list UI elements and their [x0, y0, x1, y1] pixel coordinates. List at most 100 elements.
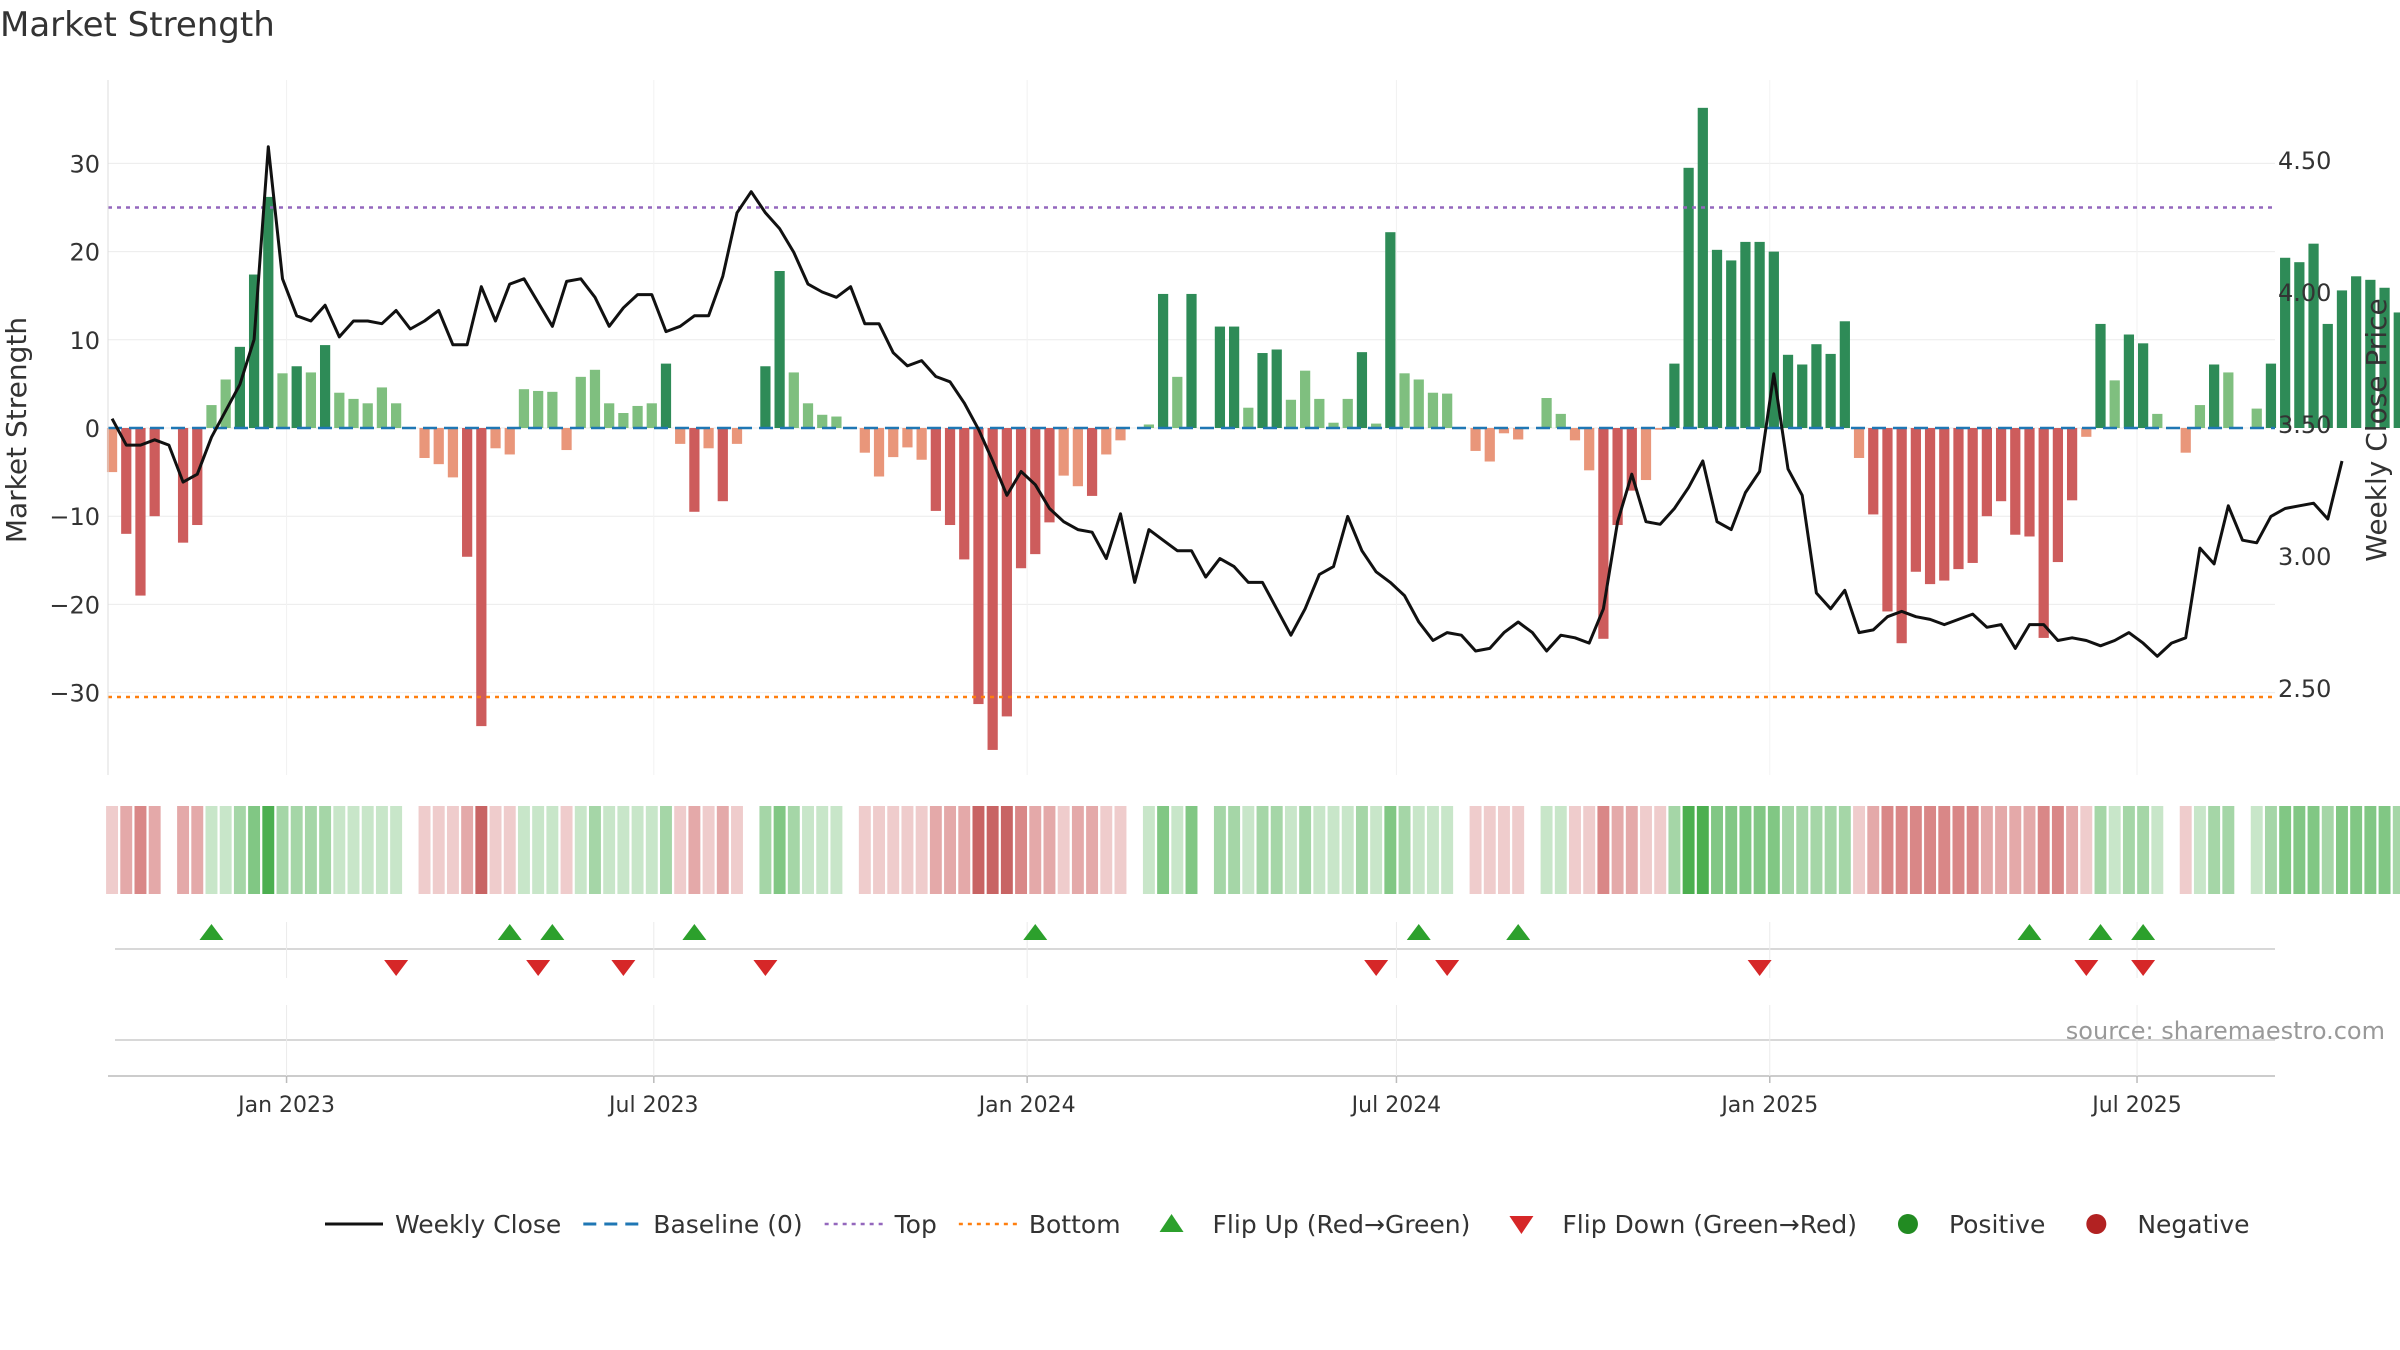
strength-bar: [2138, 343, 2149, 428]
strength-bar: [135, 428, 146, 596]
regime-cell: [702, 806, 715, 894]
regime-cell: [276, 806, 289, 894]
regime-cell: [2080, 806, 2093, 894]
strength-bar: [703, 428, 714, 449]
strength-bar: [1513, 428, 1524, 440]
legend-label: Baseline (0): [653, 1210, 802, 1239]
strength-bar: [1484, 428, 1495, 462]
strength-bar: [1740, 241, 1751, 428]
strength-bar: [476, 428, 487, 727]
strength-bar: [192, 428, 203, 526]
y2-tick-label: 3.50: [2278, 411, 2331, 439]
legend-label: Top: [894, 1210, 937, 1239]
regime-cell: [1213, 806, 1226, 894]
y-tick-label: −20: [49, 591, 100, 619]
regime-cell: [929, 806, 942, 894]
strength-bar: [831, 416, 842, 428]
strength-bar: [1626, 428, 1637, 491]
strength-bar: [1711, 249, 1723, 428]
regime-cell: [2364, 806, 2377, 894]
strength-bar: [1882, 428, 1893, 612]
strength-bar: [930, 428, 941, 511]
regime-cell: [1370, 806, 1383, 894]
legend-label: Positive: [1949, 1210, 2045, 1239]
regime-cell: [1838, 806, 1851, 894]
regime-cell: [2066, 806, 2079, 894]
x-tick-label: Jan 2024: [977, 1093, 1076, 1118]
strength-bar: [362, 403, 373, 428]
strength-bar: [348, 398, 359, 428]
strength-bar: [959, 428, 970, 560]
strength-bar: [1385, 232, 1396, 428]
strength-bar: [1868, 428, 1879, 515]
regime-cell: [1540, 806, 1553, 894]
strength-bar: [1015, 428, 1027, 569]
regime-cell: [2264, 806, 2277, 894]
regime-cell: [972, 806, 985, 894]
regime-cell: [1597, 806, 1610, 894]
strength-bar: [1939, 428, 1950, 581]
regime-cell: [2137, 806, 2150, 894]
strength-bar: [2251, 408, 2262, 428]
strength-bar: [1910, 428, 1921, 572]
regime-cell: [1725, 806, 1738, 894]
strength-bar: [547, 391, 558, 428]
strength-bar: [504, 428, 515, 455]
strength-bar: [1995, 428, 2007, 502]
x-tick-label: Jul 2024: [1350, 1093, 1442, 1118]
strength-bar: [1697, 107, 1708, 429]
strength-bar: [1584, 428, 1595, 471]
regime-cell: [915, 806, 928, 894]
strength-bar: [646, 403, 657, 428]
regime-cell: [660, 806, 672, 894]
y-axis-label: Market Strength: [0, 317, 33, 543]
regime-cell: [1327, 806, 1340, 894]
strength-bar: [2322, 323, 2333, 428]
strength-bar: [1797, 364, 1808, 428]
regime-cell: [1881, 806, 1894, 894]
regime-cell: [787, 806, 800, 894]
strength-bar: [788, 372, 799, 428]
regime-cell: [1554, 806, 1567, 894]
strength-bar: [376, 387, 388, 428]
strength-bar: [1896, 428, 1907, 644]
strength-bar: [1612, 428, 1623, 526]
strength-bar: [518, 389, 530, 428]
strength-bar: [1186, 293, 1197, 428]
strength-bar: [944, 428, 956, 526]
strength-bar: [802, 403, 814, 428]
legend-label: Bottom: [1029, 1210, 1121, 1239]
strength-bar: [2095, 323, 2106, 428]
strength-bar: [206, 405, 217, 428]
legend-item: Baseline (0): [583, 1210, 803, 1239]
strength-bar: [1683, 167, 1694, 428]
regime-cell: [2378, 806, 2391, 894]
legend-label: Negative: [2137, 1210, 2249, 1239]
strength-bar: [2052, 428, 2064, 563]
regime-cell: [1682, 806, 1695, 894]
regime-cell: [1384, 806, 1397, 894]
strength-bar: [873, 428, 885, 477]
strength-bar: [888, 428, 899, 458]
regime-cell: [2009, 806, 2022, 894]
flip-down-marker: [384, 960, 409, 976]
source-credit: source: sharemaestro.com: [2066, 1017, 2385, 1045]
strength-bar: [2280, 257, 2291, 428]
regime-cell: [2108, 806, 2121, 894]
strength-bar: [1498, 428, 1510, 434]
strength-bar: [859, 428, 870, 453]
regime-cell: [489, 806, 502, 894]
date-axis: Jan 2023 Jul 2023 Jan 2024 Jul 2024 Jan 2025…: [108, 1005, 2275, 1118]
flip-down-marker: [2131, 960, 2156, 976]
flip-up-marker: [2131, 924, 2156, 940]
legend-label: Weekly Close: [395, 1210, 561, 1239]
regime-cell: [2392, 806, 2400, 894]
strength-bar: [2081, 428, 2092, 437]
strength-bar: [1172, 376, 1183, 428]
strength-bar: [1839, 321, 1850, 428]
flip-up-marker: [497, 924, 522, 940]
regime-strip: [106, 806, 2400, 894]
legend-item: Flip Down (Green→Red): [1509, 1210, 1857, 1239]
regime-cell: [645, 806, 658, 894]
strength-bar: [731, 428, 743, 444]
